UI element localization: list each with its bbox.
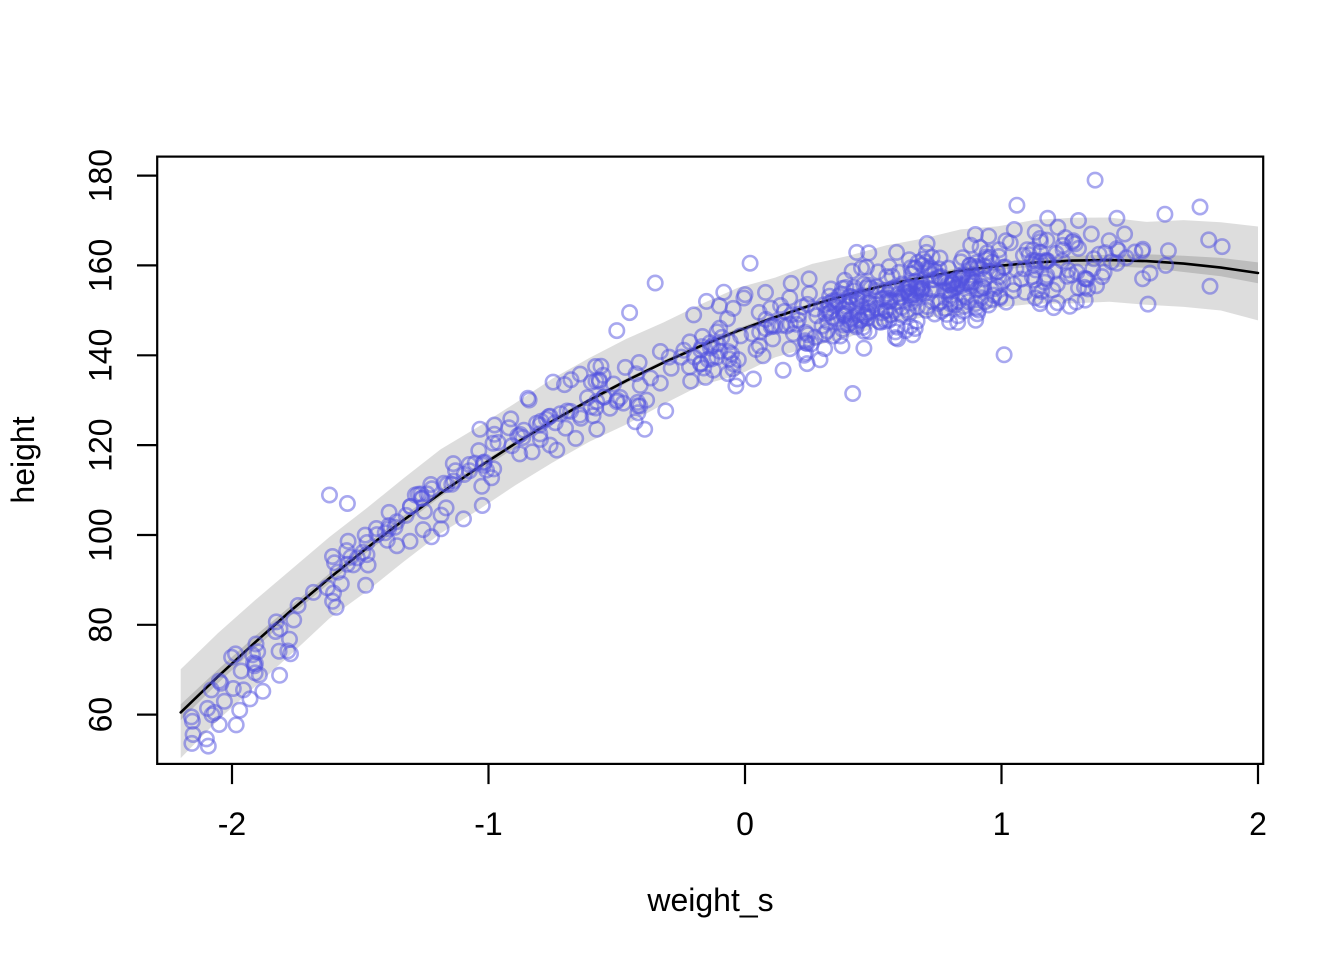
svg-text:160: 160	[82, 239, 118, 292]
svg-text:100: 100	[82, 508, 118, 561]
svg-text:height: height	[5, 416, 41, 503]
svg-text:1: 1	[993, 806, 1011, 842]
svg-text:2: 2	[1249, 806, 1267, 842]
svg-text:weight_s: weight_s	[646, 882, 773, 918]
svg-text:120: 120	[82, 418, 118, 471]
svg-text:60: 60	[82, 697, 118, 733]
svg-text:80: 80	[82, 607, 118, 643]
svg-text:-2: -2	[218, 806, 246, 842]
svg-text:180: 180	[82, 149, 118, 202]
svg-text:-1: -1	[474, 806, 502, 842]
svg-text:140: 140	[82, 329, 118, 382]
svg-text:0: 0	[736, 806, 754, 842]
